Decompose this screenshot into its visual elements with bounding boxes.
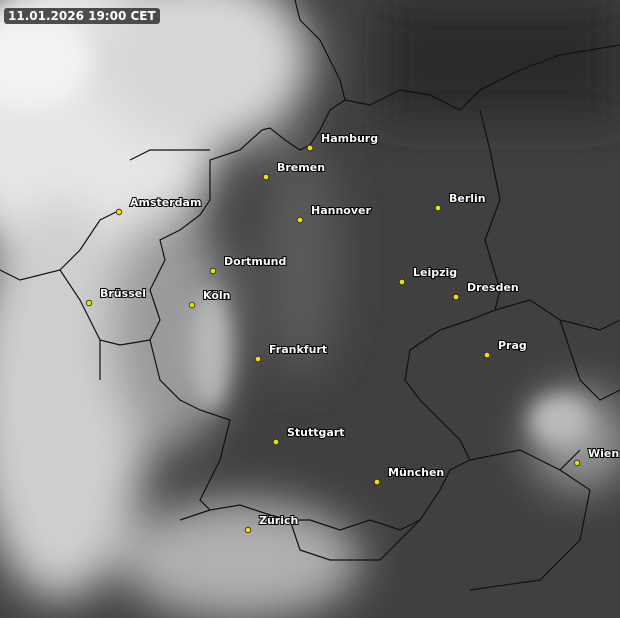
city-dot xyxy=(296,216,304,224)
borders xyxy=(0,0,620,591)
city-label: Stuttgart xyxy=(287,426,345,439)
timestamp: 11.01.2026 19:00 CET xyxy=(4,8,160,24)
city-label: Zürich xyxy=(259,514,298,527)
city-dot xyxy=(398,278,406,286)
city-label: Brüssel xyxy=(100,287,146,300)
city-label: Köln xyxy=(203,289,231,302)
city-dot xyxy=(373,478,381,486)
cloud-detail xyxy=(0,10,590,445)
city-label: Frankfurt xyxy=(269,343,327,356)
city-dot xyxy=(262,173,270,181)
city-label: Dortmund xyxy=(224,255,286,268)
city-label: Prag xyxy=(498,339,527,352)
city-dot xyxy=(452,293,460,301)
city-dot xyxy=(306,144,314,152)
city-label: München xyxy=(388,466,444,479)
city-dot xyxy=(272,438,280,446)
city-label: Hamburg xyxy=(321,132,378,145)
city-label: Amsterdam xyxy=(130,196,201,209)
city-dot xyxy=(254,355,262,363)
city-label: Bremen xyxy=(277,161,325,174)
city-dot xyxy=(573,459,581,467)
city-label: Leipzig xyxy=(413,266,457,279)
city-label: Hannover xyxy=(311,204,371,217)
city-label: Wien xyxy=(588,447,619,460)
city-dot xyxy=(244,526,252,534)
cities: Hamburg Bremen Amsterdam Hannover Berlin Dort… xyxy=(85,131,620,534)
city-dot xyxy=(85,299,93,307)
city-dot xyxy=(188,301,196,309)
city-dot xyxy=(209,267,217,275)
city-dot xyxy=(483,351,491,359)
city-label: Berlin xyxy=(449,192,486,205)
city-dot xyxy=(434,204,442,212)
city-label: Dresden xyxy=(467,281,519,294)
city-dot xyxy=(115,208,123,216)
